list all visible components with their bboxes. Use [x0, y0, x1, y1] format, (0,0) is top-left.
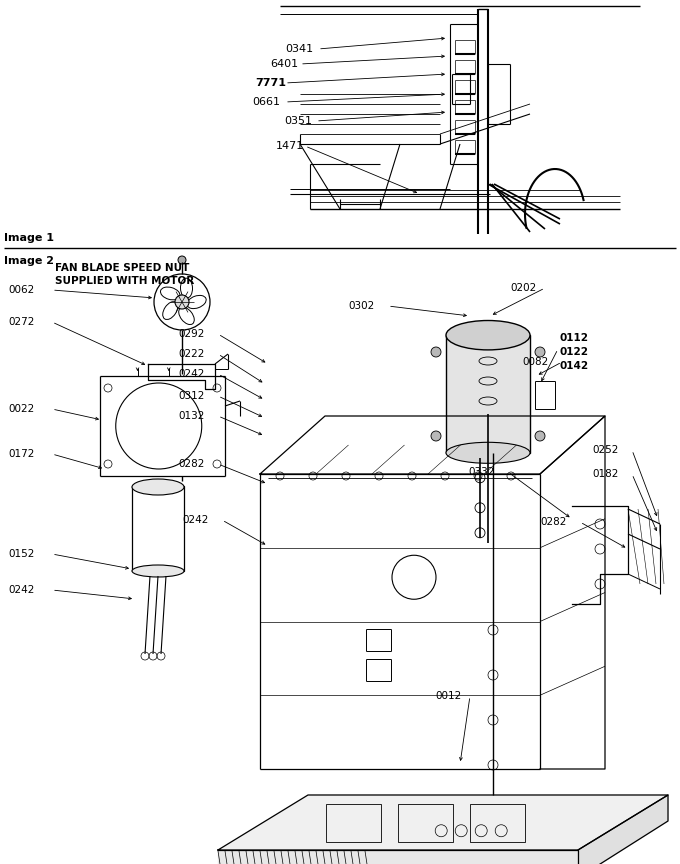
- Ellipse shape: [187, 295, 206, 308]
- Text: 0242: 0242: [182, 515, 208, 525]
- Text: 0252: 0252: [592, 445, 618, 455]
- Polygon shape: [578, 795, 668, 864]
- Ellipse shape: [180, 278, 192, 298]
- Text: 0112: 0112: [560, 333, 589, 343]
- Text: 0022: 0022: [8, 404, 34, 414]
- Text: 0661: 0661: [252, 97, 280, 107]
- Text: 0242: 0242: [178, 369, 205, 379]
- Text: 6401: 6401: [270, 59, 298, 69]
- Bar: [470, 804, 525, 842]
- Bar: [132, 486, 184, 571]
- Text: 0302: 0302: [348, 301, 374, 311]
- Text: 0172: 0172: [8, 449, 35, 459]
- Bar: [446, 335, 530, 453]
- Circle shape: [535, 431, 545, 441]
- Text: 0292: 0292: [178, 329, 205, 339]
- Ellipse shape: [163, 302, 177, 320]
- Text: 0062: 0062: [8, 285, 34, 295]
- Polygon shape: [218, 850, 578, 864]
- Text: Image 2: Image 2: [4, 256, 54, 266]
- Ellipse shape: [160, 287, 180, 300]
- Text: 0152: 0152: [8, 549, 35, 559]
- Circle shape: [535, 347, 545, 357]
- Text: 0282: 0282: [178, 459, 205, 469]
- Text: Image 1: Image 1: [4, 233, 54, 243]
- Bar: [398, 804, 453, 842]
- Text: 0332: 0332: [468, 467, 494, 477]
- Text: 0012: 0012: [435, 691, 461, 701]
- Text: 0182: 0182: [592, 469, 618, 479]
- Text: 1471: 1471: [276, 141, 304, 151]
- Text: 0341: 0341: [285, 44, 313, 54]
- Text: 0282: 0282: [540, 517, 566, 527]
- Text: 0222: 0222: [178, 349, 205, 359]
- Ellipse shape: [446, 442, 530, 463]
- Text: FAN BLADE SPEED NUT: FAN BLADE SPEED NUT: [55, 263, 189, 273]
- Text: 0351: 0351: [284, 116, 312, 126]
- Polygon shape: [218, 795, 668, 850]
- Circle shape: [431, 431, 441, 441]
- Bar: [326, 804, 381, 842]
- Text: 0132: 0132: [178, 411, 205, 421]
- Circle shape: [175, 295, 189, 309]
- Text: 0142: 0142: [560, 361, 589, 371]
- Circle shape: [178, 256, 186, 264]
- Text: 0082: 0082: [522, 357, 548, 367]
- Text: 7771: 7771: [255, 78, 286, 88]
- Text: 0122: 0122: [560, 347, 589, 357]
- Text: SUPPLIED WITH MOTOR: SUPPLIED WITH MOTOR: [55, 276, 194, 286]
- Text: 0312: 0312: [178, 391, 205, 401]
- Text: 0202: 0202: [510, 283, 537, 293]
- Ellipse shape: [446, 321, 530, 350]
- Circle shape: [431, 347, 441, 357]
- Text: 0272: 0272: [8, 317, 35, 327]
- Ellipse shape: [132, 565, 184, 577]
- Text: 0242: 0242: [8, 585, 35, 595]
- Ellipse shape: [179, 307, 194, 325]
- Ellipse shape: [132, 479, 184, 495]
